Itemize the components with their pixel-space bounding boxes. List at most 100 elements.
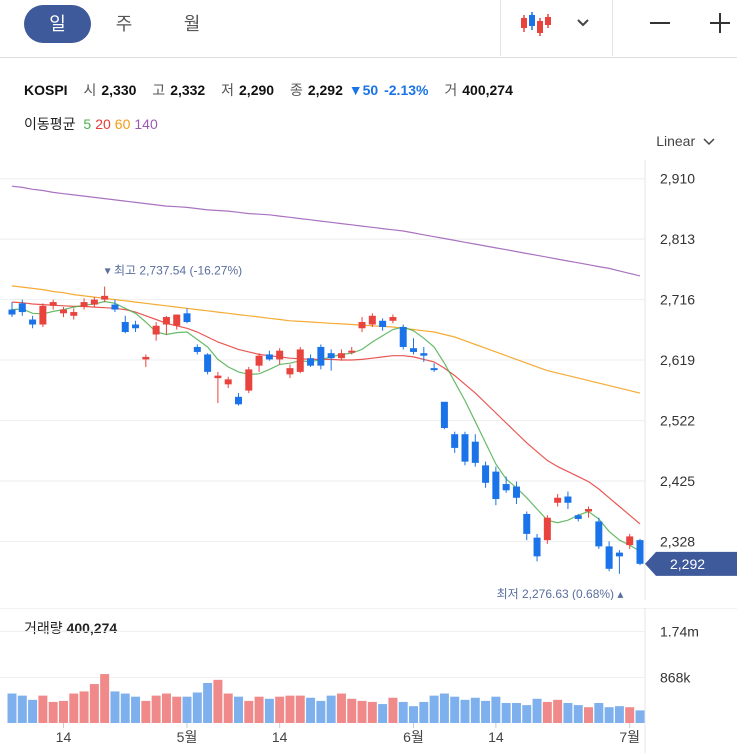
candle-down [574,515,582,519]
quote-summary: KOSPI 시 2,330 고 2,332 저 2,290 종 2,292 ▼50 -2… [24,80,515,100]
volume-bar [347,698,357,723]
volume-bar [378,704,388,723]
candle-down [29,319,37,325]
volume-bar [172,696,182,723]
volume-bar [7,693,17,723]
date-label: 14 [272,729,288,745]
candle-down [399,327,407,347]
volume-bar [594,703,604,723]
ma140-line [11,185,641,277]
volume-bar [89,684,99,723]
candle-up [214,375,222,379]
scale-label: Linear [656,133,696,149]
volume-bar [38,695,48,723]
volume-title: 거래량 400,274 [24,618,117,638]
high-label: 고 [152,82,166,98]
candle-up [255,355,263,366]
candle-down [307,358,315,366]
ma-period-60[interactable]: 60 [114,116,131,132]
price-tick-label: 2,910 [660,171,695,187]
candle-down [8,309,16,315]
volume-bar [100,674,110,723]
volume-value: 400,274 [462,82,513,98]
volume-bar [161,693,171,723]
volume-bar [542,701,552,723]
candle-down [379,320,387,328]
period-tab-bar: 일 주 월 [0,0,737,58]
candle-down [193,346,201,352]
chart-type-button[interactable] [515,0,595,46]
candle-down [204,354,212,372]
candle-up [173,314,181,326]
volume-bar [192,692,202,723]
ma-label: 이동평균 [24,116,76,132]
candle-up [286,368,294,375]
low-label: 저 [221,82,235,98]
volume-bar [275,696,285,723]
date-label: 14 [488,729,504,745]
price-chart[interactable]: 2,910 2,813 2,716 2,619 2,522 2,425 2,328 2,292… [0,160,737,600]
candle-down [482,465,490,483]
candle-up [162,317,170,325]
volume-bar [213,679,223,723]
volume-bar [388,697,398,723]
change-value: ▼50 [348,82,379,98]
plus-icon [710,13,730,33]
chevron-down-icon [577,19,589,27]
candle-up [152,325,160,335]
candle-down [615,552,623,557]
scale-selector[interactable]: Linear [656,133,715,149]
volume-bar [326,695,336,723]
close-value: 2,292 [307,82,343,98]
chevron-down-icon [703,138,715,146]
tab-monthly[interactable]: 월 [183,14,201,34]
ma-period-5[interactable]: 5 [83,116,92,132]
volume-chart[interactable]: 1.74m 868k 14 5월 14 6월 14 7월 [0,608,737,753]
candle-down [523,513,531,534]
moving-average-legend[interactable]: 이동평균 5 20 60 140 [24,114,158,134]
divider [500,0,501,56]
high-value: 2,332 [170,82,206,98]
close-label: 종 [289,82,303,98]
volume-bar [450,696,460,723]
volume-bar [511,703,521,723]
volume-bar [419,701,429,723]
volume-bar [553,699,563,723]
candle-up [626,536,634,546]
volume-bar [223,693,233,723]
volume-bar [460,699,470,723]
volume-bar [28,699,38,723]
date-label: 6월 [403,729,424,745]
volume-bar [17,695,27,723]
ma5-line [11,300,641,552]
ma20-line [11,301,641,525]
candle-down [111,304,119,310]
candlestick-icon [521,12,551,36]
candle-up [90,299,98,305]
zoom-in-button[interactable] [700,0,737,46]
candle-up [296,349,304,372]
volume-bar [367,701,377,723]
volume-tick-label: 1.74m [660,623,699,639]
volume-bar [58,700,68,723]
candle-down [410,348,418,352]
volume-bar [604,707,614,723]
candle-down [440,401,448,428]
candle-down [636,540,644,564]
ma-period-20[interactable]: 20 [95,116,111,132]
volume-bar [120,693,130,723]
date-label: 14 [56,729,72,745]
ma-period-140[interactable]: 140 [134,116,158,132]
price-tick-label: 2,716 [660,292,695,308]
candle-up [276,350,284,360]
candle-up [348,350,356,353]
candle-up [337,353,345,359]
volume-bar [357,700,367,723]
candle-down [595,521,603,547]
zoom-out-button[interactable] [640,0,680,46]
tab-daily[interactable]: 일 [24,5,91,43]
candle-down [183,313,191,323]
volume-bar [573,705,583,723]
tab-weekly[interactable]: 주 [115,14,133,34]
volume-bar [79,691,89,723]
